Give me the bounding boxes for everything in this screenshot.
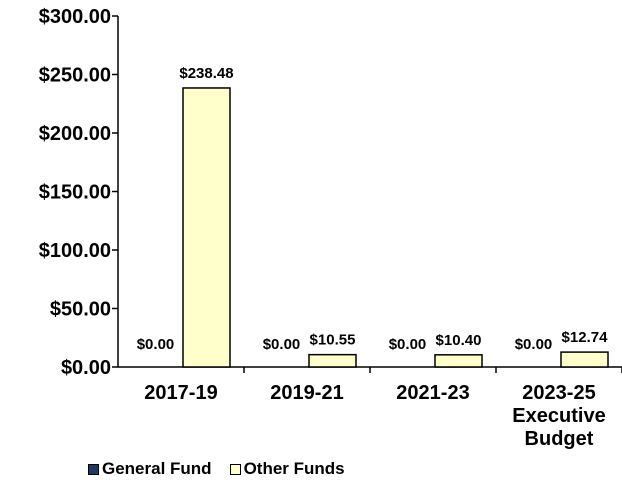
other-funds-data-label: $10.40: [436, 332, 482, 349]
general-fund-data-label: $0.00: [137, 336, 175, 353]
general-fund-data-label: $0.00: [515, 336, 553, 353]
other-funds-bar: [560, 351, 609, 368]
x-category-label: 2021-23: [396, 382, 469, 404]
general-fund-data-label: $0.00: [389, 336, 427, 353]
other-funds-swatch: [229, 463, 241, 475]
general-fund-swatch: [88, 463, 99, 475]
y-tick-label: $200.00: [39, 123, 111, 145]
y-tick-label: $50.00: [50, 299, 111, 321]
other-funds-bar: [308, 353, 357, 368]
other-funds-bar: [182, 87, 231, 368]
legend: General Fund Other Funds: [88, 459, 363, 479]
other-funds-legend-label: Other Funds: [243, 459, 345, 478]
x-category-label: Budget: [525, 428, 594, 450]
legend-item-general-fund: General Fund: [88, 459, 212, 479]
y-tick-label: $0.00: [61, 357, 111, 379]
x-category-label: 2017-19: [144, 382, 217, 404]
y-tick-label: $150.00: [39, 182, 111, 204]
other-funds-bar: [434, 354, 483, 368]
other-funds-data-label: $12.74: [562, 329, 609, 346]
general-fund-legend-label: General Fund: [102, 459, 212, 478]
other-funds-data-label: $238.48: [179, 65, 233, 82]
legend-item-other-funds: Other Funds: [229, 459, 345, 479]
x-category-label: Executive: [512, 405, 605, 427]
x-category-label: 2023-25: [522, 382, 595, 404]
other-funds-data-label: $10.55: [310, 332, 356, 349]
general-fund-data-label: $0.00: [263, 336, 301, 353]
y-tick-label: $300.00: [39, 6, 111, 28]
y-tick-label: $250.00: [39, 65, 111, 87]
x-category-label: 2019-21: [270, 382, 343, 404]
y-tick-label: $100.00: [39, 240, 111, 262]
